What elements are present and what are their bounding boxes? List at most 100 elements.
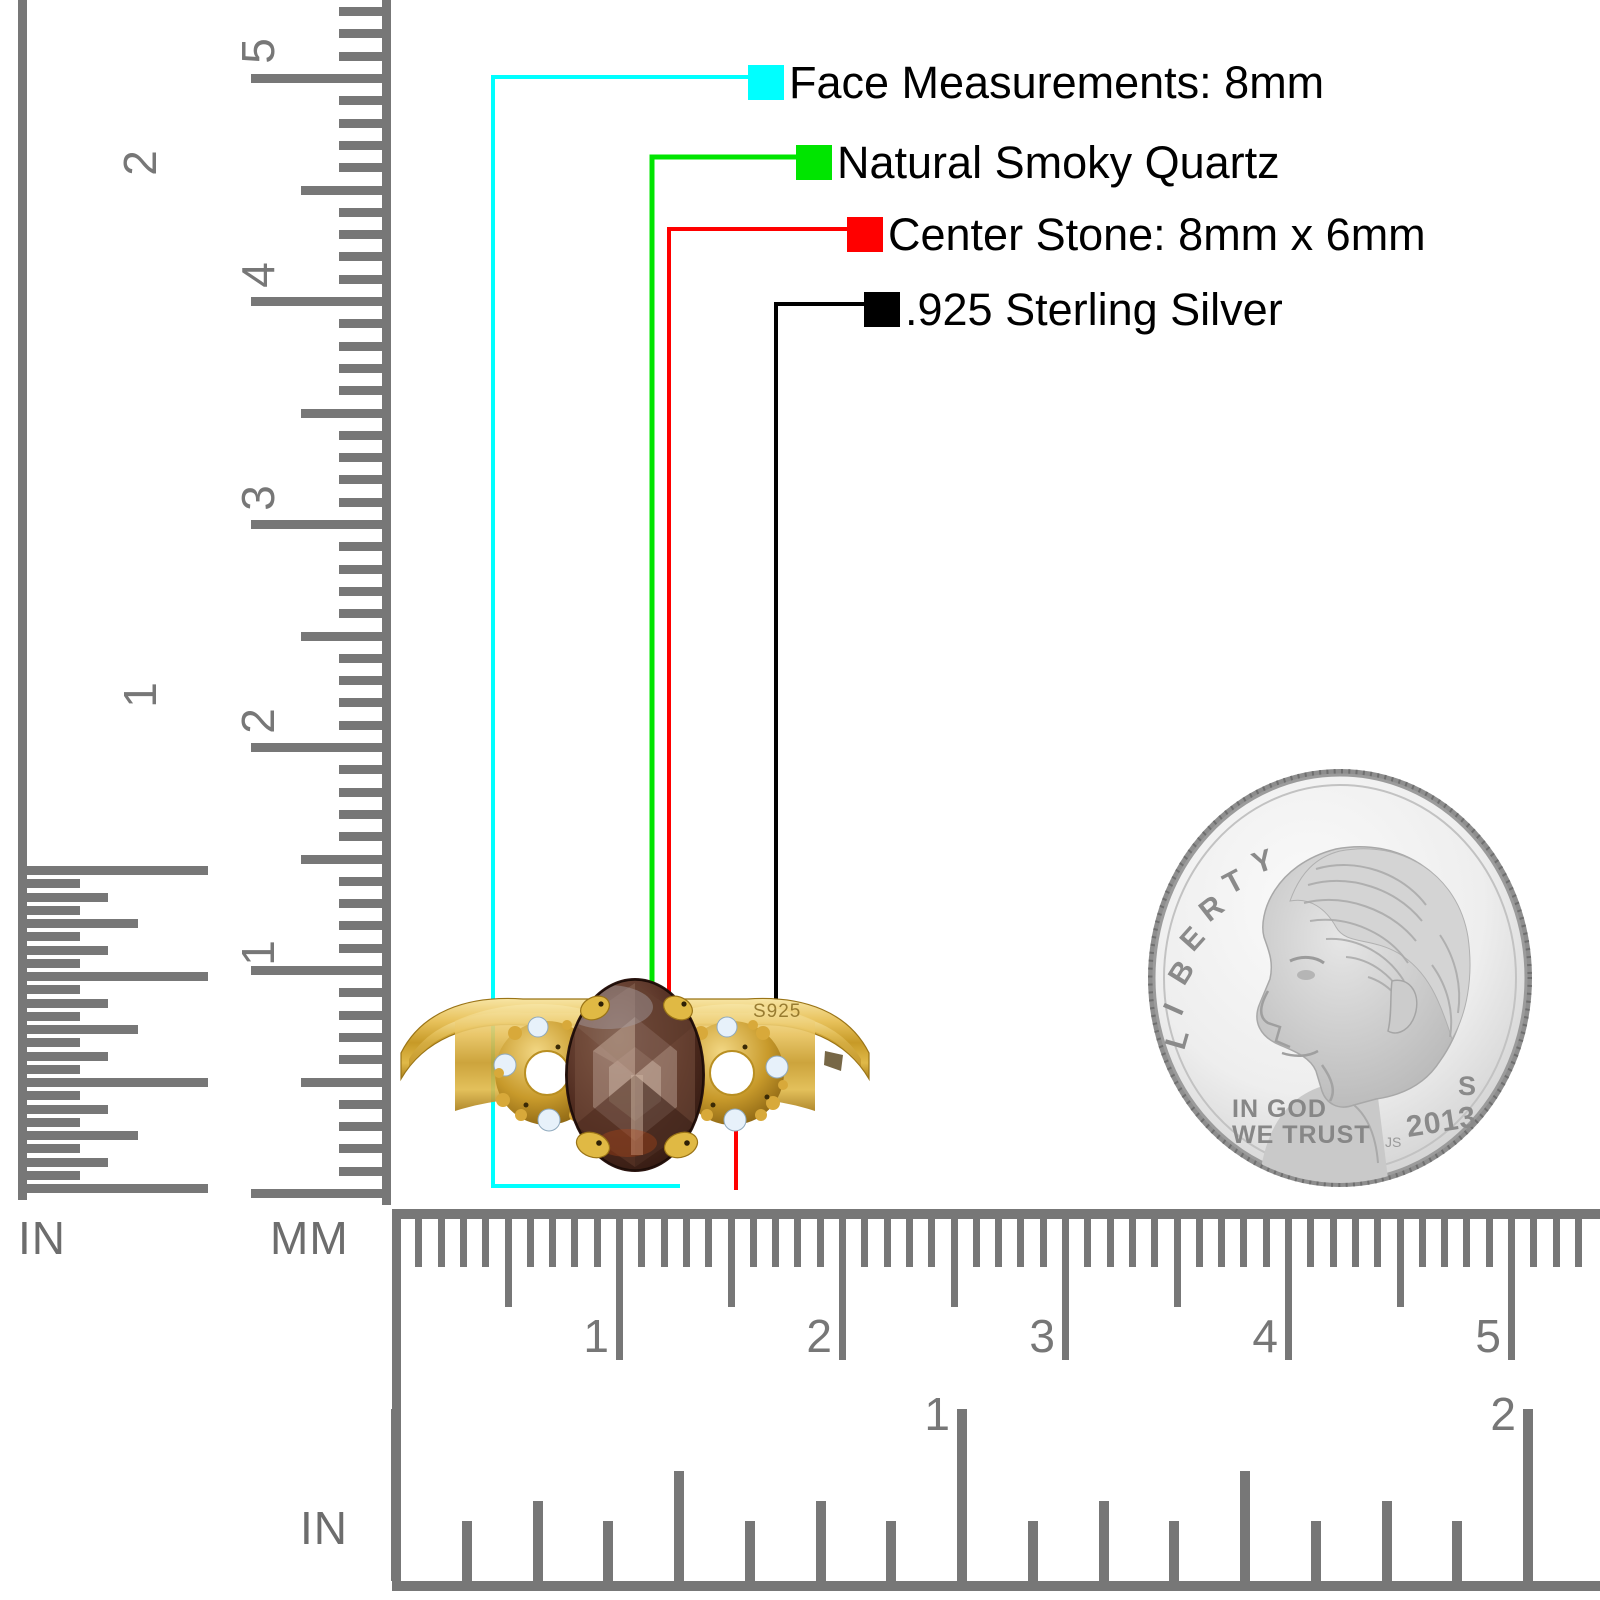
ruler-tick	[18, 1038, 80, 1047]
ruler-tick	[339, 832, 391, 841]
horizontal-mm-number-4: 4	[1252, 1310, 1278, 1362]
ruler-tick	[18, 879, 80, 888]
legend-item-face-measurements[interactable]: Face Measurements: 8mm	[748, 60, 1324, 105]
ruler-tick	[638, 1215, 645, 1267]
legend-item-center-stone[interactable]: Center Stone: 8mm x 6mm	[847, 212, 1426, 257]
ruler-tick	[251, 74, 391, 83]
accent-stone	[527, 1016, 549, 1038]
ruler-tick	[1196, 1215, 1203, 1267]
ruler-tick	[339, 29, 391, 38]
accent-cluster-right	[675, 1016, 789, 1132]
ruler-tick	[1174, 1215, 1181, 1307]
ruler-tick	[18, 946, 108, 955]
ruler-tick	[339, 275, 391, 284]
horizontal-mm-number-2: 2	[806, 1310, 832, 1362]
vertical-mm-number-5: 5	[232, 38, 284, 64]
us-dime-reference: L I B E R T Y IN GOD WE TRUST 2013 JS S	[1140, 765, 1540, 1195]
ruler-tick	[18, 1158, 108, 1167]
ruler-tick	[1218, 1215, 1225, 1267]
ruler-tick	[438, 1215, 445, 1267]
ruler-tick	[18, 999, 108, 1008]
horizontal-mm-number-1: 1	[583, 1310, 609, 1362]
ruler-tick	[1374, 1215, 1381, 1267]
ruler-tick	[1099, 1501, 1109, 1581]
ruler-tick	[928, 1215, 935, 1267]
ruler-tick	[1263, 1215, 1270, 1267]
legend-label-face-measurements: Face Measurements: 8mm	[789, 57, 1325, 108]
ruler-tick	[301, 855, 391, 864]
ruler-tick	[603, 1521, 613, 1581]
ruler-tick	[1285, 1215, 1292, 1360]
ruler-tick	[18, 1012, 80, 1021]
ruler-tick	[1307, 1215, 1314, 1267]
ruler-tick	[816, 1501, 826, 1581]
ring-band-notch	[824, 1051, 843, 1071]
legend-item-sterling-silver[interactable]: .925 Sterling Silver	[864, 287, 1283, 332]
coin-mintmark: S	[1458, 1071, 1476, 1101]
ruler-tick	[1062, 1215, 1069, 1360]
ruler-tick	[1169, 1521, 1179, 1581]
coin-ear	[1387, 979, 1418, 1034]
coin-designer-initials: JS	[1385, 1134, 1401, 1150]
vertical-mm-unit-label: MM	[270, 1212, 349, 1264]
ruler-tick	[1419, 1215, 1426, 1267]
ruler-tick	[415, 1215, 422, 1267]
ruler-tick	[18, 972, 208, 981]
ruler-tick	[339, 698, 391, 707]
dime-illustration: L I B E R T Y IN GOD WE TRUST 2013 JS S	[1147, 768, 1532, 1188]
ruler-tick	[505, 1215, 512, 1307]
ruler-tick	[339, 498, 391, 507]
ruler-tick	[339, 7, 391, 16]
vertical-mm-number-1: 1	[232, 940, 284, 966]
legend-swatch-face-measurements	[748, 65, 784, 100]
ruler-tick	[18, 1118, 80, 1127]
coin-hair	[1289, 848, 1471, 1041]
ruler-tick	[674, 1471, 684, 1581]
ruler-tick	[339, 319, 391, 328]
prong-bottom-right	[663, 1131, 699, 1159]
coin-lips	[1281, 1049, 1319, 1057]
ruler-tick	[1452, 1521, 1462, 1581]
coin-chin	[1320, 1064, 1334, 1102]
ruler-tick	[339, 1011, 391, 1020]
ruler-tick	[339, 921, 391, 930]
ruler-tick	[391, 1409, 401, 1581]
vertical-mm-ruler-baseline	[382, 0, 391, 1205]
ruler-tick	[339, 810, 391, 819]
ruler-tick	[301, 186, 391, 195]
ruler-tick	[728, 1215, 735, 1307]
legend-swatch-natural-smoky-quartz	[796, 145, 832, 180]
horizontal-mm-ruler-baseline	[392, 1209, 1600, 1219]
vertical-mm-number-3: 3	[232, 485, 284, 511]
ruler-tick	[339, 877, 391, 886]
ruler-tick	[339, 342, 391, 351]
ruler-tick	[462, 1521, 472, 1581]
ruler-tick	[1486, 1215, 1493, 1267]
ruler-tick	[18, 893, 108, 902]
ruler-tick	[705, 1215, 712, 1267]
ruler-tick	[549, 1215, 556, 1267]
horizontal-mm-ruler: 1 2 3 4 5	[392, 1195, 1600, 1385]
ruler-tick	[18, 1052, 108, 1061]
legend-item-natural-smoky-quartz[interactable]: Natural Smoky Quartz	[796, 140, 1280, 185]
ruler-tick	[339, 252, 391, 261]
ruler-tick	[616, 1215, 623, 1360]
ruler-tick	[339, 163, 391, 172]
ruler-tick	[339, 96, 391, 105]
ruler-tick	[18, 1078, 208, 1087]
ruler-tick	[18, 1091, 80, 1100]
ruler-tick	[839, 1215, 846, 1360]
ruler-tick	[339, 453, 391, 462]
ruler-tick	[339, 944, 391, 953]
ruler-tick	[1530, 1215, 1537, 1267]
accent-stone	[537, 1108, 561, 1132]
ring-illustration: S925	[400, 978, 870, 1172]
ruler-tick	[861, 1215, 868, 1267]
ruler-tick	[339, 654, 391, 663]
ruler-tick	[683, 1215, 690, 1267]
ruler-tick	[339, 587, 391, 596]
ruler-tick	[884, 1215, 891, 1267]
ruler-tick	[794, 1215, 801, 1267]
ruler-tick	[951, 1215, 958, 1307]
ruler-tick	[339, 1144, 391, 1153]
